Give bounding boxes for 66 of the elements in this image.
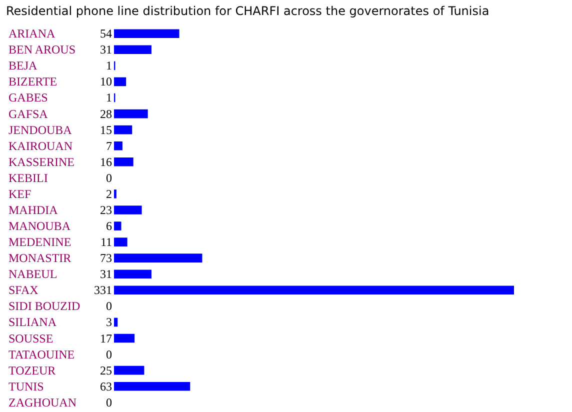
bar: [114, 270, 152, 279]
y-tick-label: SFAX: [8, 283, 39, 298]
data-label: 25: [100, 363, 112, 378]
data-label: 0: [106, 170, 112, 185]
y-tick-label: JENDOUBA: [8, 122, 72, 137]
data-label: 73: [100, 251, 112, 266]
y-tick-label: MANOUBA: [8, 219, 71, 234]
data-label: 0: [106, 299, 112, 314]
data-label: 23: [100, 202, 112, 217]
bar: [114, 109, 148, 118]
y-tick-label: TATAOUINE: [8, 347, 75, 362]
data-label: 63: [100, 379, 112, 394]
chart-title: Residential phone line distribution for CHARFI across the governorates of Tunisia: [6, 4, 490, 18]
y-tick-label: NABEUL: [8, 267, 58, 282]
data-label: 17: [100, 331, 112, 346]
data-label: 1: [106, 90, 112, 105]
data-label: 54: [100, 26, 112, 41]
y-tick-label: ZAGHOUAN: [8, 395, 77, 410]
y-tick-label: MONASTIR: [8, 251, 72, 266]
y-tick-label: MEDENINE: [8, 235, 72, 250]
bar: [114, 318, 118, 327]
bar: [114, 222, 122, 230]
bar: [114, 286, 514, 295]
y-tick-label: SIDI BOUZID: [8, 299, 80, 314]
y-tick-label: ARIANA: [8, 26, 56, 41]
data-label: 0: [106, 395, 112, 410]
bar: [114, 125, 132, 134]
data-label: 10: [100, 74, 112, 89]
y-tick-label: KEF: [8, 186, 32, 201]
y-tick-label: SILIANA: [8, 315, 57, 330]
data-label: 2: [106, 186, 112, 201]
data-label: 31: [100, 42, 112, 57]
y-tick-label: BEN AROUS: [8, 42, 76, 57]
data-label: 28: [100, 106, 112, 121]
bar: [114, 238, 128, 246]
data-label: 3: [106, 315, 112, 330]
y-tick-label: SOUSSE: [8, 331, 54, 346]
data-label: 31: [100, 267, 112, 282]
data-label: 6: [106, 219, 112, 234]
y-tick-label: TOZEUR: [8, 363, 56, 378]
y-tick-label: GAFSA: [8, 106, 48, 121]
bar: [114, 254, 202, 262]
bar: [114, 334, 135, 343]
data-label: 331: [94, 283, 112, 298]
data-label: 16: [100, 154, 112, 169]
data-label: 0: [106, 347, 112, 362]
y-tick-label: BEJA: [8, 58, 38, 73]
bar: [114, 206, 142, 214]
y-tick-label: TUNIS: [8, 379, 44, 394]
bar: [114, 382, 190, 391]
y-tick-label: KEBILI: [8, 170, 48, 185]
data-label: 15: [100, 122, 112, 137]
data-label: 11: [100, 235, 112, 250]
bar: [114, 77, 126, 86]
y-tick-label: GABES: [8, 90, 48, 105]
bar: [114, 29, 180, 38]
data-label: 1: [106, 58, 112, 73]
y-tick-label: KAIROUAN: [8, 138, 73, 153]
y-tick-label: MAHDIA: [8, 202, 58, 217]
bar: [114, 141, 122, 150]
y-tick-label: BIZERTE: [8, 74, 58, 89]
data-label: 7: [106, 138, 112, 153]
bar: [114, 366, 144, 375]
bar: [114, 157, 134, 166]
y-tick-label: KASSERINE: [8, 154, 75, 169]
bar: [114, 45, 152, 54]
